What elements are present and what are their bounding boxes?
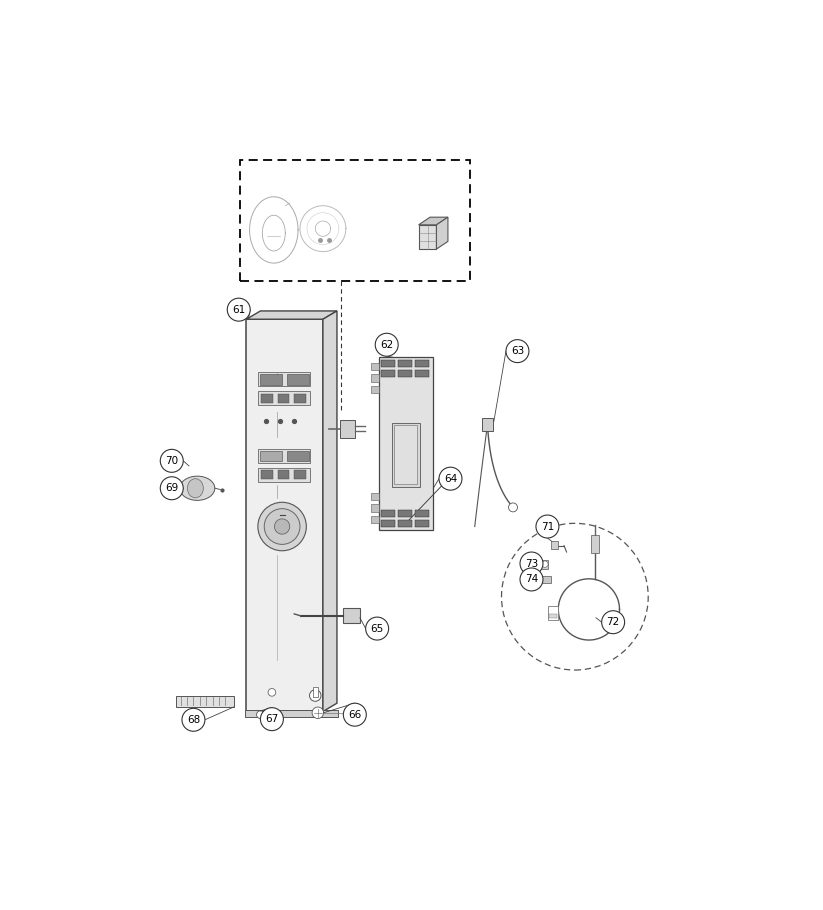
- Bar: [294, 470, 305, 480]
- Bar: [258, 391, 310, 405]
- Bar: [277, 394, 289, 403]
- Polygon shape: [436, 217, 448, 249]
- Bar: [258, 372, 310, 386]
- Bar: [261, 394, 272, 403]
- Bar: [398, 510, 412, 517]
- Circle shape: [268, 689, 276, 696]
- Text: 64: 64: [444, 474, 457, 484]
- Text: 62: 62: [380, 339, 393, 349]
- Polygon shape: [419, 225, 436, 249]
- Bar: [287, 450, 309, 461]
- Bar: [261, 470, 272, 480]
- Bar: [287, 374, 309, 385]
- Bar: [416, 520, 430, 527]
- Circle shape: [160, 477, 184, 500]
- Circle shape: [258, 502, 306, 551]
- Bar: [379, 358, 433, 530]
- Bar: [398, 360, 412, 367]
- Ellipse shape: [179, 476, 215, 500]
- Bar: [398, 369, 412, 377]
- Text: 65: 65: [370, 623, 384, 633]
- Bar: [371, 362, 379, 370]
- Bar: [381, 520, 395, 527]
- Circle shape: [506, 339, 529, 362]
- Bar: [343, 608, 360, 623]
- Circle shape: [343, 703, 366, 726]
- Polygon shape: [419, 217, 448, 225]
- Polygon shape: [246, 311, 337, 319]
- Circle shape: [182, 708, 205, 732]
- Bar: [398, 520, 412, 527]
- Bar: [258, 449, 310, 463]
- Circle shape: [439, 467, 462, 490]
- Circle shape: [257, 711, 264, 719]
- Text: 69: 69: [165, 483, 179, 493]
- Bar: [381, 369, 395, 377]
- Text: 68: 68: [187, 714, 200, 724]
- Polygon shape: [340, 420, 355, 438]
- Text: 61: 61: [232, 305, 245, 315]
- Bar: [416, 510, 430, 517]
- Bar: [416, 360, 430, 367]
- Text: 66: 66: [348, 710, 361, 720]
- Bar: [240, 160, 470, 281]
- Bar: [551, 541, 558, 549]
- Bar: [371, 516, 379, 523]
- Circle shape: [375, 333, 398, 356]
- Circle shape: [365, 617, 388, 640]
- Bar: [592, 535, 599, 553]
- Circle shape: [160, 450, 184, 472]
- Bar: [541, 576, 551, 583]
- Text: 70: 70: [165, 456, 179, 466]
- Circle shape: [260, 708, 283, 731]
- Circle shape: [264, 509, 300, 544]
- Bar: [371, 374, 379, 381]
- Circle shape: [312, 707, 323, 719]
- Circle shape: [274, 519, 290, 534]
- Bar: [371, 504, 379, 511]
- Text: 74: 74: [525, 574, 538, 584]
- Bar: [392, 423, 420, 487]
- Circle shape: [520, 568, 543, 591]
- Ellipse shape: [188, 479, 203, 498]
- Text: 72: 72: [607, 617, 620, 627]
- Text: 63: 63: [511, 346, 524, 356]
- Circle shape: [309, 690, 321, 702]
- Bar: [245, 710, 338, 716]
- Bar: [394, 426, 417, 484]
- Bar: [260, 450, 282, 461]
- Bar: [482, 418, 493, 430]
- Bar: [381, 360, 395, 367]
- Bar: [371, 386, 379, 393]
- Circle shape: [542, 561, 548, 567]
- Circle shape: [520, 552, 543, 575]
- Bar: [371, 492, 379, 501]
- Text: 71: 71: [541, 521, 554, 531]
- Bar: [549, 614, 557, 619]
- Circle shape: [509, 503, 518, 511]
- Polygon shape: [246, 319, 323, 712]
- Circle shape: [268, 710, 275, 716]
- Text: 73: 73: [525, 559, 538, 569]
- Bar: [176, 695, 234, 707]
- Bar: [313, 687, 318, 697]
- Text: 67: 67: [265, 714, 278, 724]
- Bar: [539, 560, 548, 569]
- Circle shape: [227, 298, 250, 321]
- Bar: [258, 468, 310, 482]
- Bar: [260, 374, 282, 385]
- Bar: [277, 470, 289, 480]
- Circle shape: [602, 611, 625, 633]
- Bar: [294, 394, 305, 403]
- Bar: [381, 510, 395, 517]
- Bar: [416, 369, 430, 377]
- Circle shape: [536, 515, 559, 538]
- Polygon shape: [323, 311, 337, 712]
- Bar: [548, 606, 558, 621]
